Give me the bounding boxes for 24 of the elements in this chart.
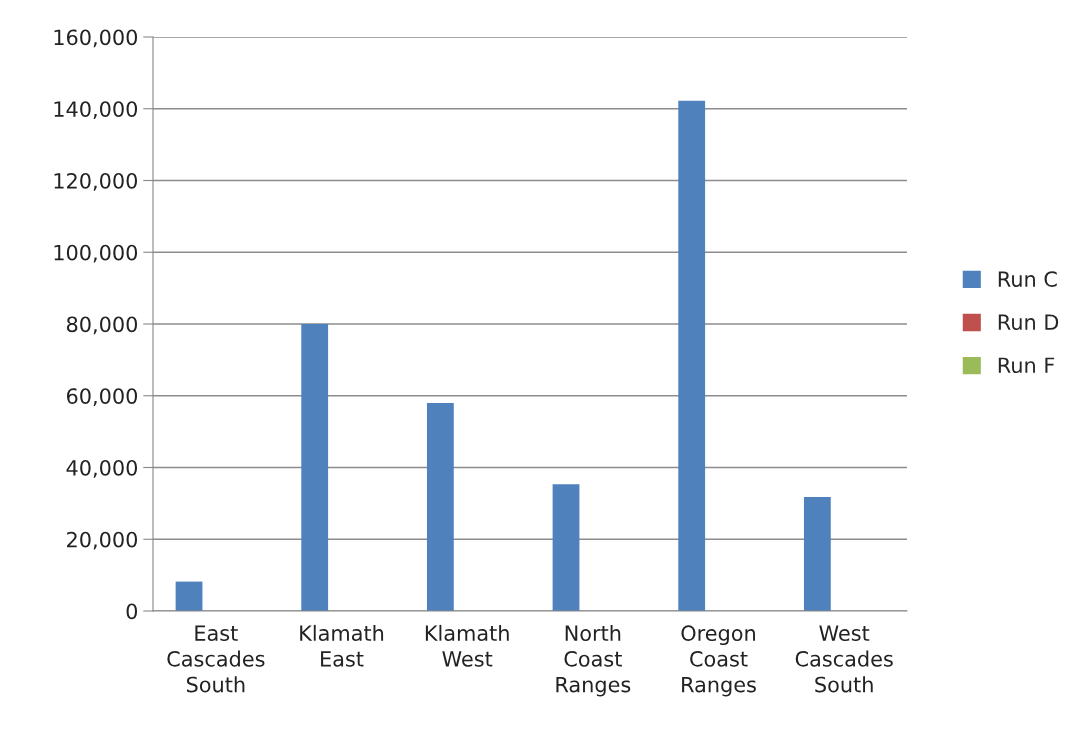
bar	[552, 484, 580, 611]
x-tick-label: Oregon Coast Ranges	[681, 625, 756, 697]
x-tick-label: East Cascades South	[167, 625, 265, 693]
y-tick-label: 100,000	[54, 244, 138, 263]
x-tick-label: Klamath West	[425, 624, 509, 667]
y-tick-label: 80,000	[66, 316, 138, 335]
legend-label: Run F	[998, 357, 1055, 374]
legend-label: Run D	[998, 314, 1059, 331]
y-tick-label: 0	[126, 603, 138, 620]
bar	[175, 581, 203, 611]
legend-label: Run C	[998, 271, 1057, 287]
x-tick-label: West Cascades South	[795, 625, 893, 693]
bar	[301, 324, 329, 611]
y-tick-label: 160,000	[54, 29, 138, 48]
y-tick-label: 140,000	[54, 101, 138, 120]
y-tick-label: 40,000	[66, 459, 138, 478]
y-tick-label: 120,000	[54, 172, 138, 191]
bar	[803, 496, 831, 611]
y-tick-label: 20,000	[67, 531, 138, 550]
x-tick-label: Klamath East	[300, 624, 384, 667]
x-tick-label: North Coast Ranges	[556, 624, 631, 697]
y-tick-label: 60,000	[66, 388, 138, 407]
bar	[678, 100, 706, 611]
bar	[426, 402, 454, 611]
